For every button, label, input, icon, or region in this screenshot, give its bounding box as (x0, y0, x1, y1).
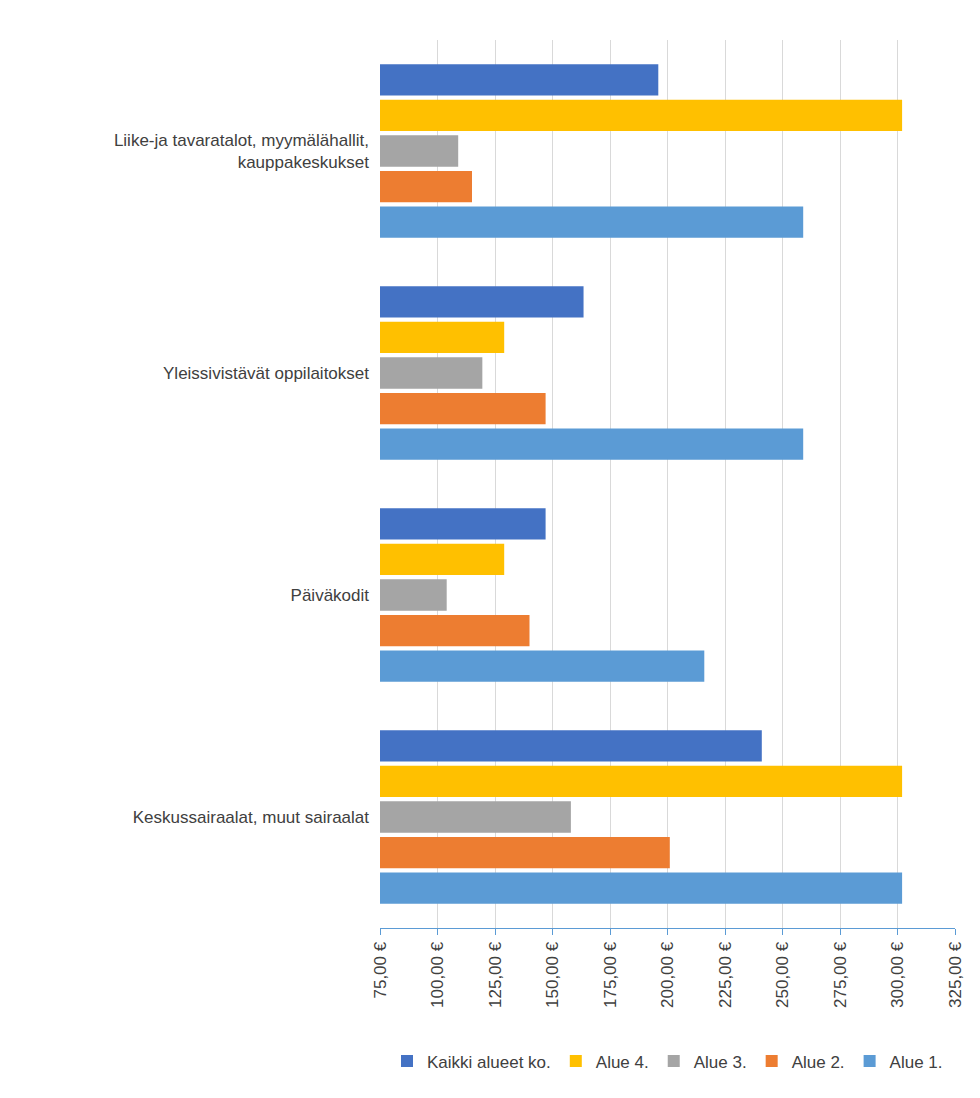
svg-text:300,00 €: 300,00 € (888, 941, 907, 1008)
svg-text:Keskussairaalat, muut sairaala: Keskussairaalat, muut sairaalat (133, 808, 370, 827)
svg-text:250,00 €: 250,00 € (773, 941, 792, 1008)
svg-text:Alue 4.: Alue 4. (596, 1053, 649, 1072)
svg-text:225,00 €: 225,00 € (716, 941, 735, 1008)
svg-text:125,00 €: 125,00 € (486, 941, 505, 1008)
svg-text:Kaikki alueet ko.: Kaikki alueet ko. (427, 1053, 551, 1072)
svg-text:100,00 €: 100,00 € (428, 941, 447, 1008)
svg-text:Yleissivistävät oppilaitokset: Yleissivistävät oppilaitokset (163, 364, 369, 383)
svg-text:Alue 1.: Alue 1. (890, 1053, 943, 1072)
svg-text:325,00 €: 325,00 € (946, 941, 965, 1008)
svg-text:Alue 3.: Alue 3. (694, 1053, 747, 1072)
svg-text:200,00 €: 200,00 € (658, 941, 677, 1008)
svg-text:Päiväkodit: Päiväkodit (291, 586, 370, 605)
svg-text:75,00 €: 75,00 € (371, 941, 390, 998)
svg-text:150,00 €: 150,00 € (543, 941, 562, 1008)
svg-text:Liike-ja tavaratalot, myymäläh: Liike-ja tavaratalot, myymälähallit,kaup… (114, 131, 369, 172)
svg-text:175,00 €: 175,00 € (601, 941, 620, 1008)
svg-text:Alue 2.: Alue 2. (792, 1053, 845, 1072)
svg-text:275,00 €: 275,00 € (831, 941, 850, 1008)
